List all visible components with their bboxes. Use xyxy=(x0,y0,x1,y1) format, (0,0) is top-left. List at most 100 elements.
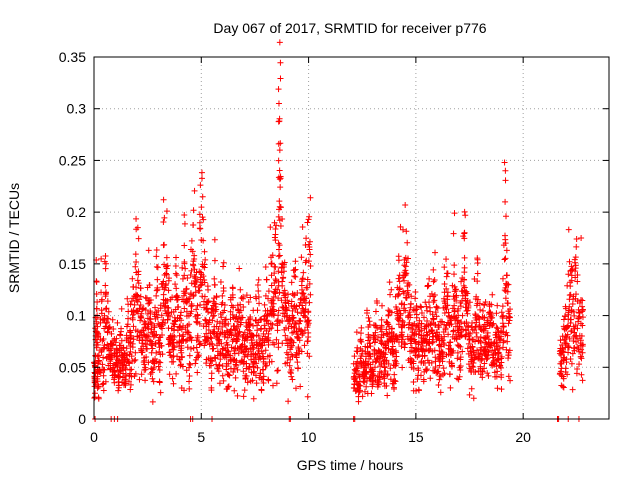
data-point-marker xyxy=(114,319,121,326)
data-point-marker xyxy=(112,339,119,346)
data-point-marker xyxy=(572,254,579,261)
data-point-marker xyxy=(171,333,178,340)
data-point-marker xyxy=(477,306,484,313)
data-point-marker xyxy=(160,278,167,285)
data-point-marker xyxy=(499,320,506,327)
data-point-marker xyxy=(164,310,171,317)
data-point-marker xyxy=(558,351,565,358)
data-point-marker xyxy=(224,341,231,348)
data-point-marker xyxy=(260,373,267,380)
data-point-marker xyxy=(225,371,232,378)
data-point-marker xyxy=(484,370,491,377)
data-point-marker xyxy=(431,292,438,299)
data-point-marker xyxy=(99,381,106,388)
data-point-marker xyxy=(279,215,286,222)
data-point-marker xyxy=(186,295,193,302)
data-point-marker xyxy=(391,371,398,378)
data-point-marker xyxy=(458,329,465,336)
data-point-marker xyxy=(198,204,205,211)
data-point-marker xyxy=(162,320,169,327)
data-point-marker xyxy=(104,328,111,335)
data-point-marker xyxy=(454,349,461,356)
data-point-marker xyxy=(127,329,134,336)
data-point-marker xyxy=(258,342,265,349)
data-point-marker xyxy=(244,379,251,386)
data-point-marker xyxy=(275,246,282,253)
data-point-marker xyxy=(565,344,572,351)
data-point-marker xyxy=(279,317,286,324)
data-point-marker xyxy=(131,301,138,308)
data-point-marker xyxy=(107,358,114,365)
data-point-marker xyxy=(413,387,420,394)
data-point-marker xyxy=(272,225,279,232)
data-point-marker xyxy=(277,203,284,210)
data-point-marker xyxy=(426,275,433,282)
data-point-marker xyxy=(276,167,283,174)
data-point-marker xyxy=(565,349,572,356)
data-point-marker xyxy=(273,336,280,343)
data-point-marker xyxy=(256,300,263,307)
data-point-marker xyxy=(100,354,107,361)
data-point-marker xyxy=(383,382,390,389)
data-point-marker xyxy=(136,296,143,303)
data-point-marker xyxy=(398,343,405,350)
data-point-marker xyxy=(567,316,574,323)
data-point-marker xyxy=(287,346,294,353)
data-point-marker xyxy=(288,338,295,345)
data-point-marker xyxy=(304,338,311,345)
data-point-marker xyxy=(302,259,309,266)
data-point-marker xyxy=(372,329,379,336)
data-point-marker xyxy=(150,328,157,335)
data-point-marker xyxy=(216,362,223,369)
data-point-marker xyxy=(254,282,261,289)
x-tick-label: 0 xyxy=(90,429,98,445)
data-point-marker xyxy=(154,264,161,271)
data-point-marker xyxy=(458,319,465,326)
data-point-marker xyxy=(358,324,365,331)
data-point-marker xyxy=(284,359,291,366)
data-point-marker xyxy=(123,345,130,352)
data-point-marker xyxy=(442,326,449,333)
data-point-marker xyxy=(170,346,177,353)
data-point-marker xyxy=(272,276,279,283)
data-point-marker xyxy=(410,360,417,367)
data-point-marker xyxy=(209,317,216,324)
data-point-marker xyxy=(186,373,193,380)
data-point-marker xyxy=(570,333,577,340)
data-point-marker xyxy=(129,344,136,351)
data-point-marker xyxy=(395,253,402,260)
data-point-marker xyxy=(261,313,268,320)
data-point-marker xyxy=(579,341,586,348)
data-point-marker xyxy=(97,369,104,376)
data-point-marker xyxy=(94,353,101,360)
data-point-marker xyxy=(461,264,468,271)
data-point-marker xyxy=(184,275,191,282)
data-point-marker xyxy=(123,352,130,359)
data-point-marker xyxy=(237,321,244,328)
data-point-marker xyxy=(473,329,480,336)
data-point-marker xyxy=(447,384,454,391)
data-point-marker xyxy=(488,301,495,308)
data-point-marker xyxy=(232,374,239,381)
data-point-marker xyxy=(564,323,571,330)
data-point-marker xyxy=(128,366,135,373)
data-point-marker xyxy=(102,290,109,297)
data-point-marker xyxy=(194,349,201,356)
data-point-marker xyxy=(498,386,505,393)
data-point-marker xyxy=(399,336,406,343)
data-point-marker xyxy=(186,385,193,392)
data-point-marker xyxy=(571,325,578,332)
data-point-marker xyxy=(501,159,508,166)
data-point-marker xyxy=(153,287,160,294)
data-point-marker xyxy=(578,235,585,241)
data-point-marker xyxy=(285,398,292,405)
data-point-marker xyxy=(484,355,491,362)
data-point-marker xyxy=(163,265,170,272)
data-point-marker xyxy=(215,326,222,333)
data-point-marker xyxy=(435,368,442,375)
data-point-marker xyxy=(129,316,136,323)
data-point-marker xyxy=(103,319,110,326)
data-point-marker xyxy=(489,321,496,328)
data-point-marker xyxy=(457,303,464,310)
